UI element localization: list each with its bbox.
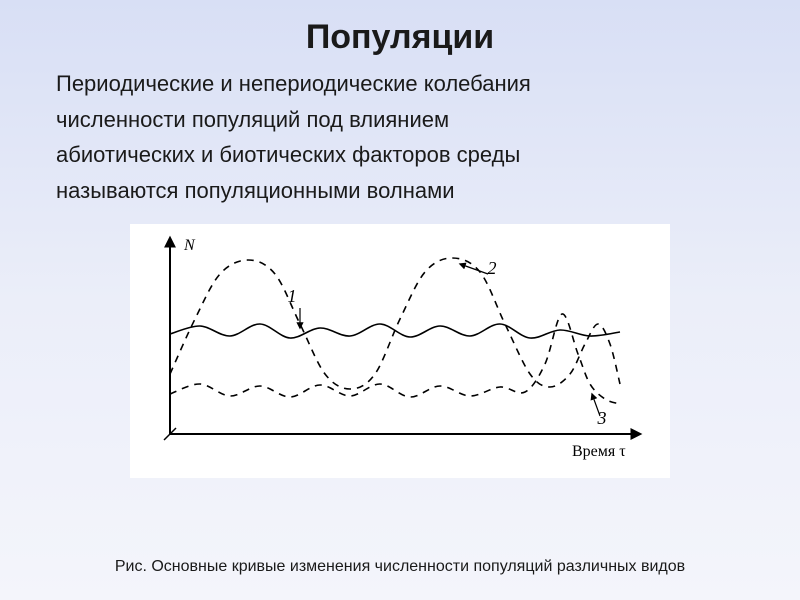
- svg-text:1: 1: [288, 286, 297, 306]
- svg-text:N: N: [183, 237, 196, 254]
- body-line: Периодические и непериодические колебани…: [56, 69, 744, 99]
- body-line: абиотических и биотических факторов сред…: [56, 140, 744, 170]
- body-line: называются популяционными волнами: [56, 176, 744, 206]
- page-title: Популяции: [56, 18, 744, 57]
- svg-text:2: 2: [488, 258, 497, 278]
- slide: Популяции Периодические и непериодически…: [0, 0, 800, 600]
- population-waves-chart: NВремя τ123: [130, 224, 670, 478]
- figure-caption: Рис. Основные кривые изменения численнос…: [0, 558, 800, 576]
- chart-svg: NВремя τ123: [130, 224, 670, 478]
- svg-text:Время τ: Время τ: [572, 443, 626, 460]
- body-line: численности популяций под влиянием: [56, 105, 744, 135]
- description-text: Периодические и непериодические колебани…: [56, 69, 744, 206]
